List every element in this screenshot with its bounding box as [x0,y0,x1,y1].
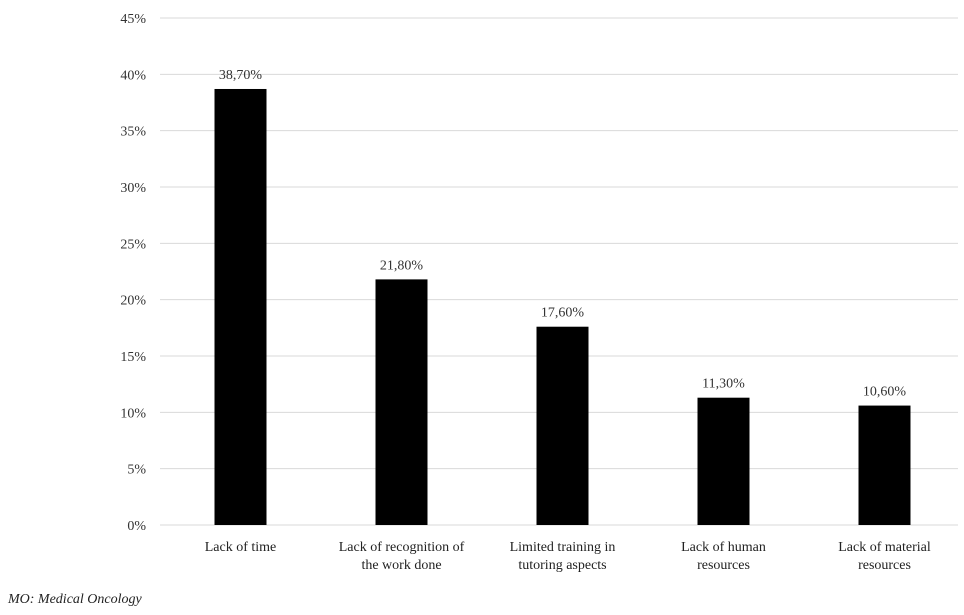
bar [214,88,267,525]
category-label: tutoring aspects [518,558,606,573]
category-label: resources [697,558,750,573]
bars [214,88,911,525]
y-tick-label: 15% [120,350,146,365]
category-label: the work done [361,558,441,573]
data-label: 11,30% [702,377,745,392]
gridlines [160,17,958,526]
bar [375,279,428,525]
data-label: 10,60% [863,385,907,400]
data-label: 38,70% [219,68,263,83]
bar [697,397,750,525]
bar [858,405,911,525]
data-labels: 38,70% 21,80% 17,60% 11,30% 10,60% [219,68,907,400]
y-tick-label: 45% [120,12,146,27]
y-tick-label: 0% [127,519,146,534]
category-label: Lack of recognition of [339,540,465,555]
bar-chart: 0% 5% 10% 15% 20% 25% 30% 35% 40% 45% 38,70% 21,80… [120,12,958,573]
data-label: 17,60% [541,306,585,321]
bar [536,326,589,525]
footnote: MO: Medical Oncology [8,592,142,607]
y-tick-label: 30% [120,181,146,196]
y-tick-label: 40% [120,68,146,83]
category-label: Lack of material [838,540,931,555]
category-label: Limited training in [510,540,616,555]
category-label: resources [858,558,911,573]
data-label: 21,80% [380,258,424,273]
category-labels: Lack of time Lack of recognition of the wo… [205,540,931,573]
y-axis-tick-labels: 0% 5% 10% 15% 20% 25% 30% 35% 40% 45% [120,12,146,534]
y-tick-label: 10% [120,406,146,421]
category-label: Lack of human [681,540,766,555]
category-label: Lack of time [205,540,277,555]
y-tick-label: 20% [120,294,146,309]
y-tick-label: 5% [127,463,146,478]
y-tick-label: 35% [120,125,146,140]
y-tick-label: 25% [120,237,146,252]
